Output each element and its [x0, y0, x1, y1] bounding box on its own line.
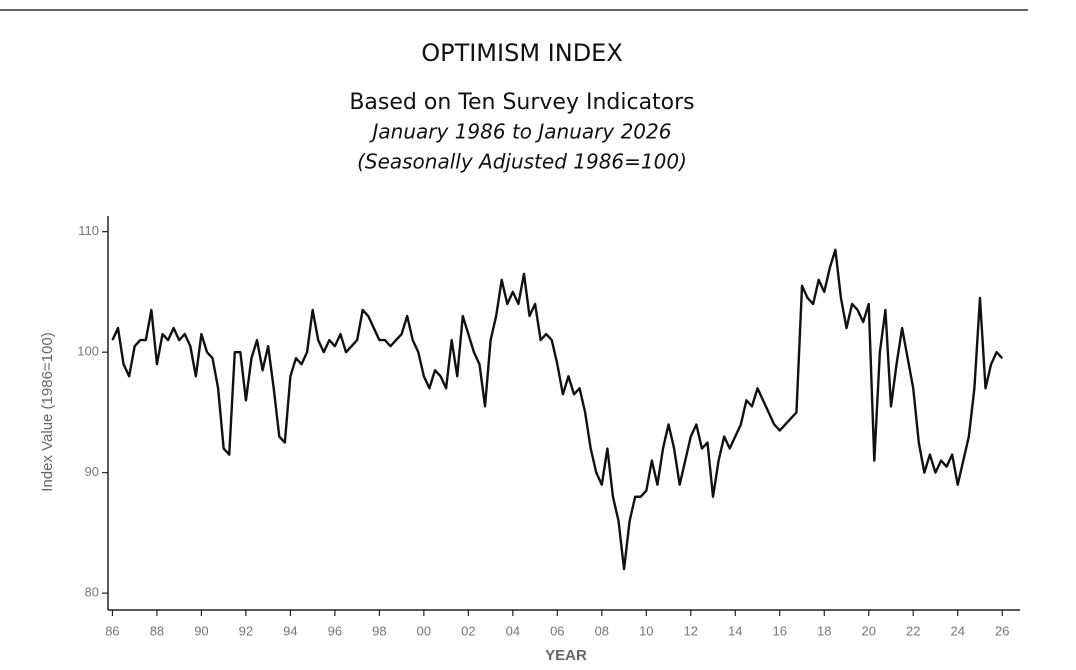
x-tick-label: 94: [283, 623, 297, 638]
x-tick-label: 10: [639, 623, 653, 638]
chart-title: OPTIMISM INDEX: [421, 39, 623, 67]
data-line: [111, 248, 1004, 571]
x-tick-label: 92: [239, 623, 253, 638]
x-tick-label: 98: [372, 623, 386, 638]
x-tick-label: 04: [506, 623, 520, 638]
chart-subtitle: Based on Ten Survey Indicators: [349, 90, 694, 115]
y-axis-label: Index Value (1986=100): [39, 332, 56, 491]
subtitle-line: (Seasonally Adjusted 1986=100): [357, 150, 687, 174]
x-tick-label: 16: [773, 623, 787, 638]
x-tick-label: 90: [194, 623, 208, 638]
y-tick-label: 80: [85, 585, 99, 600]
x-tick-label: 22: [906, 623, 920, 638]
x-tick-label: 18: [817, 623, 831, 638]
y-tick-label: 100: [77, 344, 99, 359]
x-axis-label: YEAR: [545, 647, 587, 664]
x-tick-label: 00: [417, 623, 431, 638]
subtitle-line: January 1986 to January 2026: [369, 120, 672, 144]
x-tick-label: 12: [684, 623, 698, 638]
y-tick-label: 90: [85, 464, 99, 479]
x-tick-label: 96: [328, 623, 342, 638]
x-tick-label: 06: [550, 623, 564, 638]
x-tick-label: 26: [995, 623, 1009, 638]
x-tick-label: 86: [105, 623, 119, 638]
x-tick-label: 14: [728, 623, 742, 638]
x-tick-label: 24: [950, 623, 964, 638]
x-tick-label: 02: [461, 623, 475, 638]
x-tick-label: 08: [595, 623, 609, 638]
x-tick-label: 88: [150, 623, 164, 638]
x-tick-label: 20: [862, 623, 876, 638]
y-tick-label: 110: [78, 223, 99, 238]
